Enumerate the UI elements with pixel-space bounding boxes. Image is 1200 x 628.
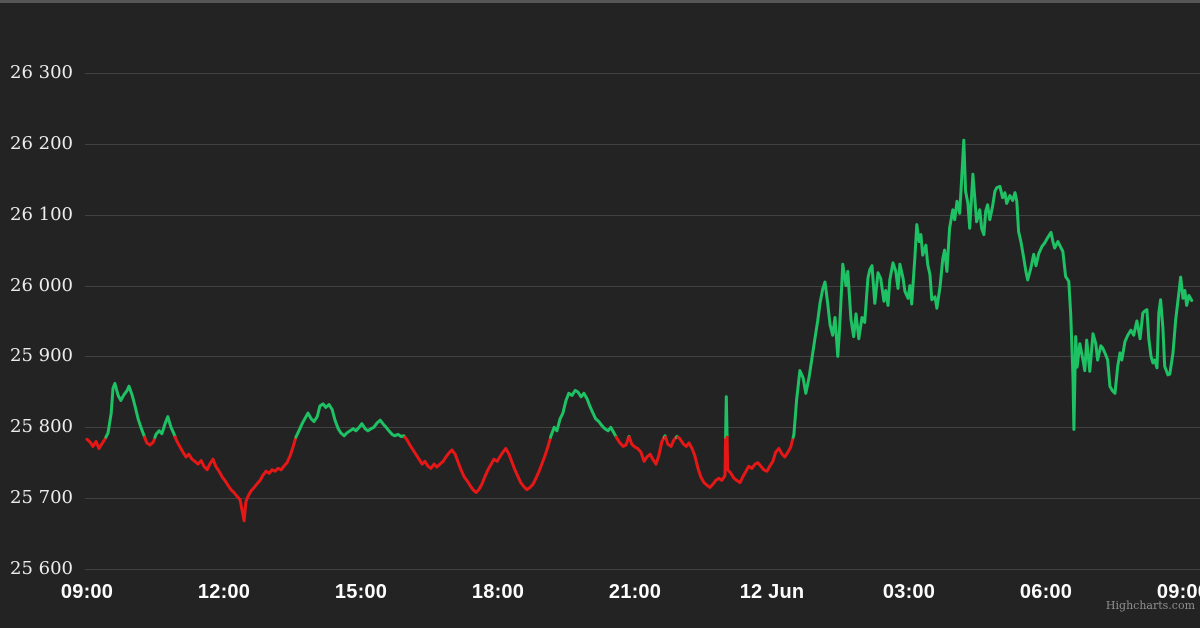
y-axis-label: 25 600 <box>10 557 73 579</box>
x-axis-label: 09:00 <box>60 581 114 603</box>
price-line-down-segment <box>676 435 728 489</box>
highcharts-credit-link[interactable]: Highcharts.com <box>1105 599 1195 612</box>
x-axis-label: 09:00 <box>1156 581 1200 603</box>
x-axis-label: 03:00 <box>882 581 936 603</box>
y-axis-label: 25 900 <box>10 345 73 367</box>
x-axis-label: 15:00 <box>334 581 388 603</box>
y-axis-label: 25 700 <box>10 487 73 509</box>
x-axis-label: 12 Jun <box>739 581 805 603</box>
price-line-up-segment <box>104 381 147 439</box>
price-line-down-segment <box>143 435 157 447</box>
price-line-down-segment <box>664 435 678 448</box>
price-line-up-segment <box>791 138 1194 439</box>
price-line-down-segment <box>403 435 553 494</box>
price-line-down-segment <box>614 435 631 448</box>
price-line-down-segment <box>627 435 666 466</box>
top-border-strip <box>0 0 1200 3</box>
y-axis-label: 25 800 <box>10 416 73 438</box>
price-line-up-segment <box>294 402 407 439</box>
y-axis-label: 26 000 <box>10 274 73 296</box>
x-axis-label: 06:00 <box>1019 581 1073 603</box>
y-axis-label: 26 200 <box>10 132 73 154</box>
price-line-down-segment <box>725 435 795 485</box>
price-line-up-segment <box>724 395 729 439</box>
price-line-down-segment <box>85 435 108 450</box>
y-axis-label: 26 100 <box>10 203 73 225</box>
x-axis-label: 21:00 <box>608 581 662 603</box>
price-line-up-segment <box>153 415 177 439</box>
y-axis-label: 26 300 <box>10 62 73 83</box>
price-line-down-segment <box>173 435 298 523</box>
x-axis-label: 18:00 <box>471 581 525 603</box>
x-axis-label: 12:00 <box>197 581 251 603</box>
price-line-up-segment <box>549 388 618 439</box>
